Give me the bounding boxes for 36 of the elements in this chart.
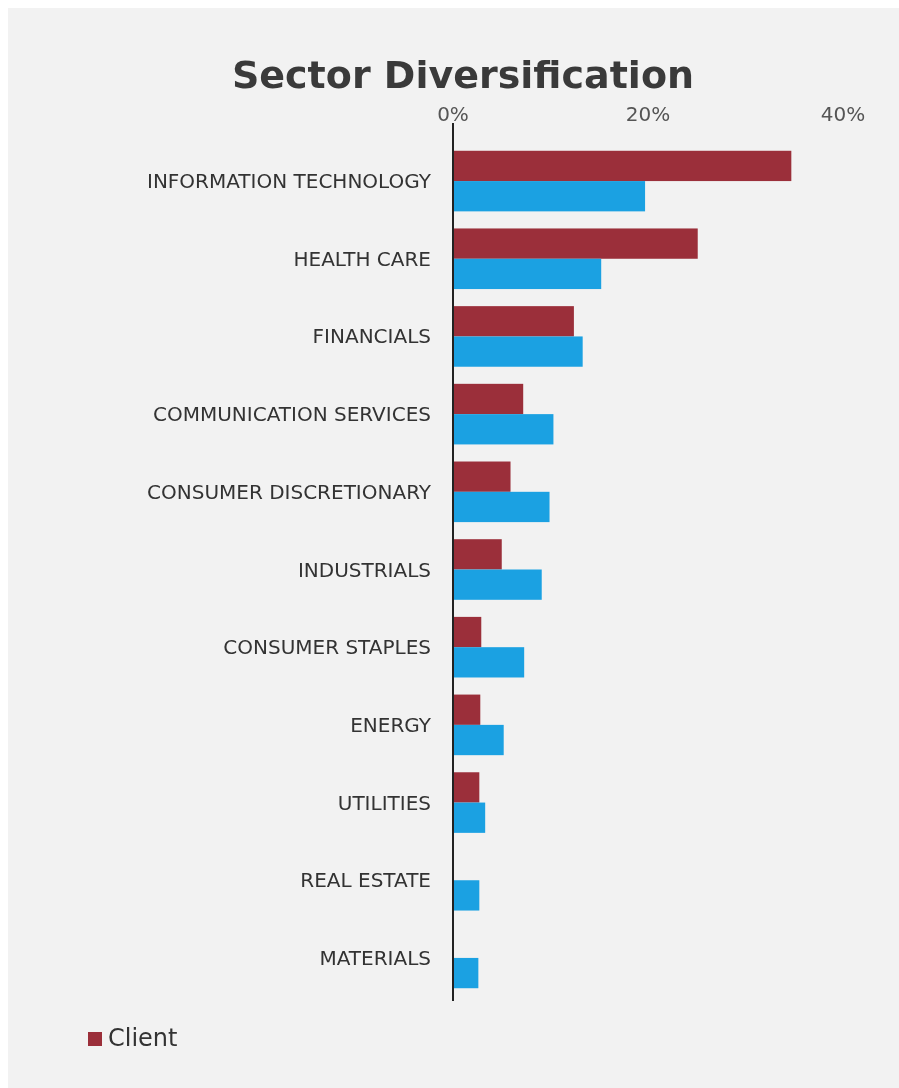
- bar: [453, 181, 646, 212]
- bar: [453, 491, 550, 523]
- legend-label: Client: [108, 1024, 178, 1052]
- bar: [453, 957, 479, 989]
- bar: [453, 880, 480, 911]
- bar: [453, 569, 542, 600]
- y-tick-label: CONSUMER DISCRETIONARY: [147, 479, 432, 504]
- bar: [453, 694, 481, 725]
- bar: [453, 150, 792, 182]
- y-tick-label: ENERGY: [350, 712, 432, 737]
- bar: [453, 616, 482, 648]
- y-tick-label: COMMUNICATION SERVICES: [153, 402, 431, 427]
- bar: [453, 724, 504, 756]
- y-tick-label: INDUSTRIALS: [297, 557, 431, 582]
- bar: [453, 306, 574, 337]
- bar: [453, 802, 486, 833]
- bar: [453, 647, 525, 678]
- bar: [453, 539, 502, 570]
- bar: [453, 772, 480, 803]
- x-tick-label: 0%: [437, 102, 469, 126]
- x-tick-label: 40%: [820, 102, 866, 126]
- y-tick-label: MATERIALS: [319, 945, 431, 970]
- y-tick-label: FINANCIALS: [312, 324, 431, 349]
- y-tick-label: UTILITIES: [337, 790, 431, 815]
- bar: [453, 461, 511, 492]
- bar: [453, 228, 698, 259]
- bar: [453, 336, 583, 367]
- x-tick-label: 20%: [625, 102, 671, 126]
- bar: [453, 383, 524, 415]
- chart-title: Sector Diversification: [231, 53, 695, 97]
- bar: [453, 258, 602, 290]
- y-tick-label: REAL ESTATE: [300, 868, 431, 893]
- y-tick-label: HEALTH CARE: [293, 246, 431, 271]
- bar: [453, 414, 554, 445]
- y-tick-label: CONSUMER STAPLES: [223, 635, 431, 660]
- y-tick-label: INFORMATION TECHNOLOGY: [146, 169, 432, 194]
